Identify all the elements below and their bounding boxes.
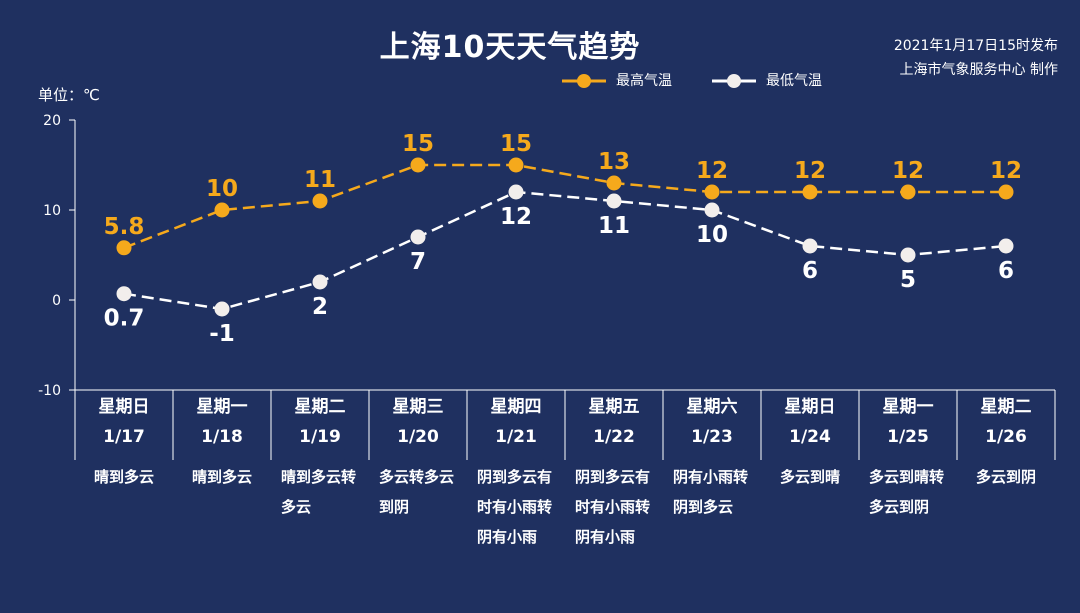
weather-description: 阴到多云有时有小雨转阴有小雨 [477,468,553,546]
high-temp-label: 11 [304,167,336,193]
low-temp-label: 7 [410,249,426,275]
weekday-label: 星期一 [196,397,248,417]
date-label: 1/23 [691,427,733,447]
legend-label-high: 最高气温 [616,73,672,89]
high-temp-label: 12 [696,158,728,184]
date-label: 1/22 [593,427,635,447]
low-temp-label: 11 [598,213,630,239]
y-tick-label: 20 [43,113,61,129]
date-label: 1/21 [495,427,537,447]
low-temp-point [606,193,622,209]
low-temp-point [704,202,720,218]
chart-title: 上海10天天气趋势 [379,30,641,65]
date-label: 1/26 [985,427,1027,447]
date-label: 1/25 [887,427,929,447]
weekday-label: 星期四 [490,397,542,417]
day-cell: 星期五 1/22 [565,392,663,458]
low-temp-label: 12 [500,204,532,230]
weather-description: 晴到多云转多云 [281,468,357,516]
day-cell: 星期一 1/18 [173,392,271,458]
publisher: 上海市气象服务中心 制作 [899,62,1058,78]
high-temp-point [410,157,426,173]
y-tick-label: 0 [52,293,61,309]
weekday-label: 星期日 [98,397,150,417]
publish-info: 2021年1月17日15时发布 上海市气象服务中心 制作 [894,34,1058,82]
day-cell: 星期六 1/23 [663,392,761,458]
low-temp-point [116,286,132,302]
low-temp-point [900,247,916,263]
low-temp-label: 0.7 [104,306,145,332]
low-temp-label: 2 [312,294,328,320]
legend-label-low: 最低气温 [766,73,822,89]
legend-marker-high [562,74,606,88]
low-temp-line [123,190,1007,311]
day-cell: 星期一 1/25 [859,392,957,458]
date-label: 1/19 [299,427,341,447]
high-temp-point [704,184,720,200]
low-temp-point [312,274,328,290]
high-temp-label: 12 [990,158,1022,184]
weekday-label: 星期六 [686,397,738,417]
high-temp-label: 10 [206,176,238,202]
low-temp-point [214,301,230,317]
weather-description: 晴到多云 [93,468,154,486]
high-temp-line [123,163,1006,249]
high-temp-point [802,184,818,200]
day-cell: 星期三 1/20 [369,392,467,458]
weather-description: 多云转多云到阴 [379,468,455,516]
weekday-label: 星期二 [294,397,346,417]
low-temp-label: -1 [209,321,235,347]
low-temp-point [508,184,524,200]
y-tick-label: -10 [38,383,61,399]
high-temp-point [116,240,132,256]
date-label: 1/18 [201,427,243,447]
weekday-label: 星期三 [392,397,444,417]
high-temp-label: 13 [598,149,630,175]
date-label: 1/17 [103,427,145,447]
weather-description: 多云到晴转多云到阴 [869,468,945,516]
high-temp-point [606,175,622,191]
day-cell: 星期二 1/19 [271,392,369,458]
high-temp-point [998,184,1014,200]
publish-time: 2021年1月17日15时发布 [893,38,1058,54]
high-temp-label: 15 [402,131,434,157]
weather-description: 阴有小雨转阴到多云 [673,468,749,516]
day-cell: 星期四 1/21 [467,392,565,458]
low-temp-label: 10 [696,222,728,248]
weather-description: 多云到阴 [975,468,1036,486]
y-tick-label: 10 [43,203,61,219]
date-label: 1/20 [397,427,439,447]
high-temp-point [900,184,916,200]
high-temp-label: 12 [892,158,924,184]
weekday-label: 星期日 [784,397,836,417]
weather-description: 多云到晴 [779,468,840,486]
high-temp-point [508,157,524,173]
low-temp-point [410,229,426,245]
weather-description: 阴到多云有时有小雨转阴有小雨 [575,468,651,546]
day-cell: 星期二 1/26 [957,392,1055,458]
weather-description: 晴到多云 [191,468,252,486]
low-temp-point [998,238,1014,254]
low-temp-label: 6 [998,258,1014,284]
high-temp-label: 15 [500,131,532,157]
weekday-label: 星期五 [588,397,640,417]
day-cell: 星期日 1/24 [761,392,859,458]
weekday-label: 星期一 [882,397,934,417]
y-axis-unit: 单位：℃ [38,86,100,104]
high-temp-point [214,202,230,218]
high-temp-point [312,193,328,209]
high-temp-label: 12 [794,158,826,184]
low-temp-label: 6 [802,258,818,284]
legend-marker-low [712,74,756,88]
low-temp-point [802,238,818,254]
high-temp-label: 5.8 [104,214,145,240]
date-label: 1/24 [789,427,831,447]
low-temp-label: 5 [900,267,916,293]
weekday-label: 星期二 [980,397,1032,417]
day-cell: 星期日 1/17 [75,392,173,458]
